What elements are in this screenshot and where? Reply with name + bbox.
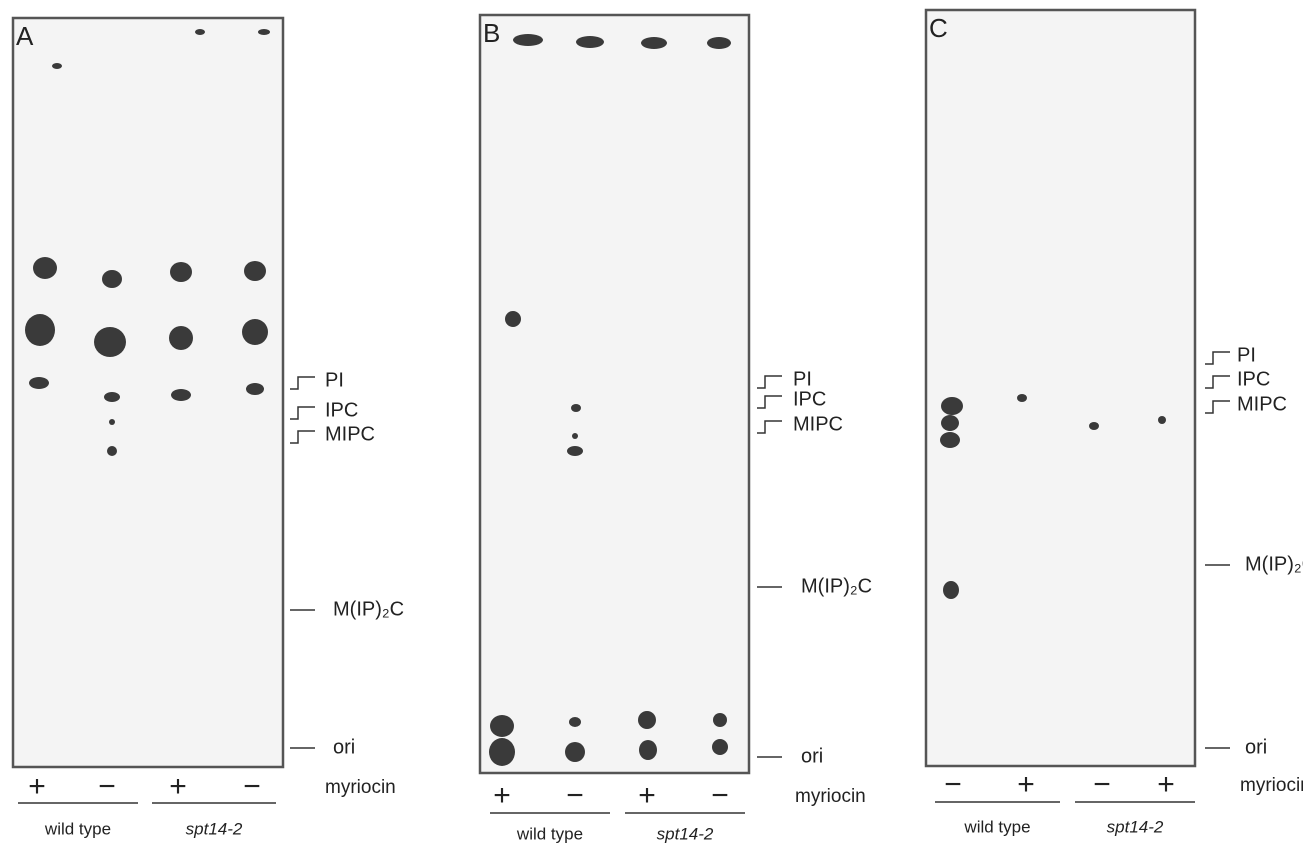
spot [109,419,115,425]
band-label: IPC [325,399,358,421]
treatment: − [711,779,729,812]
group-label: spt14-2 [186,819,243,838]
treatment: − [98,770,116,803]
figure: APIIPCMIPCM(IP)₂Cori+−+−myriocinwild typ… [0,0,1303,843]
spot [713,713,727,727]
panel-letter: B [483,18,500,48]
spot [565,742,585,762]
band-marker [290,407,315,419]
treatment-label: myriocin [795,786,866,807]
band-marker [1205,401,1230,413]
treatment-label: myriocin [1240,775,1303,796]
tlc-plate [926,10,1195,766]
treatment: + [493,779,511,812]
group-label: wild type [516,824,583,843]
treatment: + [28,770,46,803]
band-marker [1205,352,1230,364]
spot [941,397,963,415]
band-marker [757,376,782,388]
treatment: + [169,770,187,803]
spot [258,29,270,35]
spot [641,37,667,49]
spot [639,740,657,760]
spot [195,29,205,35]
spot [52,63,62,69]
spot [1158,416,1166,424]
band-marker [290,431,315,443]
spot [33,257,57,279]
treatment: − [243,770,261,803]
band-label: M(IP)₂C [801,575,872,597]
band-marker [290,377,315,389]
spot [244,261,266,281]
spot [941,415,959,431]
band-marker [1205,376,1230,388]
treatment: − [944,768,962,801]
group-label: spt14-2 [1107,817,1164,836]
band-label: MIPC [1237,393,1287,415]
spot [242,319,268,345]
band-marker [757,396,782,408]
spot [104,392,120,402]
spot [94,327,126,357]
treatment: + [638,779,656,812]
band-marker [757,421,782,433]
spot [1089,422,1099,430]
spot [169,326,193,350]
spot [707,37,731,49]
group-label: spt14-2 [657,824,714,843]
panel-letter: C [929,13,948,43]
spot [513,34,543,46]
spot [29,377,49,389]
spot [171,389,191,401]
group-label: wild type [963,817,1030,836]
spot [1017,394,1027,402]
group-label: wild type [44,819,111,838]
band-label: PI [1237,344,1256,366]
band-label: ori [333,736,355,758]
spot [638,711,656,729]
band-label: PI [793,368,812,390]
treatment: − [566,779,584,812]
band-label: M(IP)₂C [1245,553,1303,575]
band-label: MIPC [325,423,375,445]
band-label: MIPC [793,413,843,435]
spot [567,446,583,456]
band-label: PI [325,369,344,391]
spot [102,270,122,288]
spot [25,314,55,346]
spot [490,715,514,737]
spot [489,738,515,766]
spot [571,404,581,412]
treatment-label: myriocin [325,777,396,798]
band-label: IPC [1237,368,1270,390]
treatment: − [1093,768,1111,801]
band-label: ori [1245,736,1267,758]
spot [246,383,264,395]
spot [943,581,959,599]
spot [505,311,521,327]
spot [712,739,728,755]
treatment: + [1157,768,1175,801]
tlc-plate [13,18,283,767]
panel-letter: A [16,21,34,51]
spot [576,36,604,48]
band-label: IPC [793,388,826,410]
spot [107,446,117,456]
spot [940,432,960,448]
band-label: ori [801,745,823,767]
spot [170,262,192,282]
band-label: M(IP)₂C [333,598,404,620]
tlc-plate [480,15,749,773]
spot [572,433,578,439]
spot [569,717,581,727]
treatment: + [1017,768,1035,801]
